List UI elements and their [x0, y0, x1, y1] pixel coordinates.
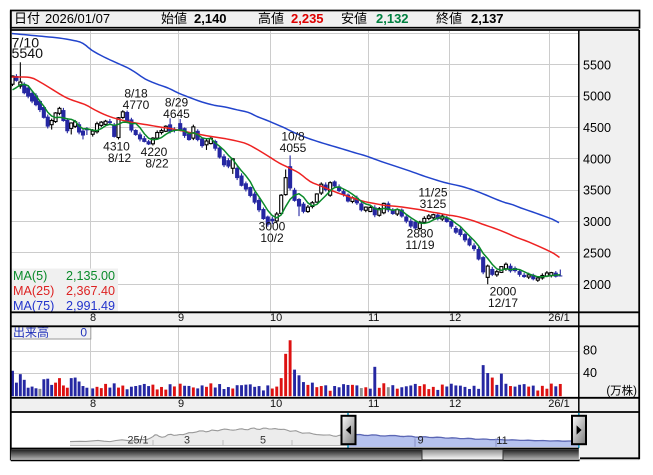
svg-text:4500: 4500	[583, 121, 611, 135]
svg-text:2,137: 2,137	[471, 11, 504, 26]
svg-text:11: 11	[368, 398, 379, 410]
svg-text:2500: 2500	[583, 246, 611, 260]
svg-text:2880: 2880	[407, 227, 434, 241]
svg-text:25/1: 25/1	[127, 435, 148, 447]
svg-text:4220: 4220	[141, 145, 168, 159]
svg-text:11: 11	[496, 435, 507, 447]
svg-text:3000: 3000	[259, 220, 286, 234]
svg-text:2000: 2000	[490, 285, 517, 299]
svg-text:4055: 4055	[280, 141, 307, 155]
svg-text:8/22: 8/22	[145, 157, 169, 171]
svg-text:9: 9	[418, 435, 424, 447]
svg-text:26/1: 26/1	[548, 312, 569, 324]
svg-text:(万株): (万株)	[606, 384, 637, 398]
svg-text:12/17: 12/17	[488, 296, 518, 310]
svg-text:9: 9	[178, 398, 184, 410]
svg-text:4645: 4645	[163, 107, 190, 121]
svg-text:7/10: 7/10	[12, 35, 40, 51]
svg-text:2,235: 2,235	[291, 11, 324, 26]
svg-text:5500: 5500	[583, 58, 611, 72]
svg-text:始値: 始値	[161, 11, 187, 26]
svg-text:10: 10	[270, 312, 282, 324]
svg-text:5: 5	[260, 435, 266, 447]
svg-text:高値: 高値	[258, 11, 284, 26]
svg-text:2000: 2000	[583, 278, 611, 292]
svg-text:80: 80	[583, 344, 597, 358]
svg-text:MA(5): MA(5)	[13, 269, 47, 283]
svg-text:8/29: 8/29	[165, 96, 189, 110]
svg-text:安値: 安値	[341, 11, 367, 26]
svg-text:8: 8	[90, 398, 96, 410]
svg-text:2026/01/07: 2026/01/07	[45, 11, 110, 26]
svg-text:3: 3	[184, 435, 190, 447]
svg-text:12: 12	[449, 312, 461, 324]
svg-text:12: 12	[449, 398, 461, 410]
svg-text:出来高: 出来高	[13, 325, 49, 340]
svg-text:5540: 5540	[12, 46, 44, 62]
svg-text:日付: 日付	[14, 11, 40, 26]
svg-text:8/18: 8/18	[124, 87, 148, 101]
svg-text:2,132: 2,132	[376, 11, 409, 26]
svg-text:10/8: 10/8	[281, 130, 305, 144]
svg-text:2,991.49: 2,991.49	[66, 299, 115, 313]
svg-text:26/1: 26/1	[548, 398, 569, 410]
svg-text:11/19: 11/19	[405, 238, 434, 252]
svg-text:0: 0	[80, 326, 87, 340]
svg-text:4000: 4000	[583, 152, 611, 166]
svg-text:4310: 4310	[103, 140, 130, 154]
svg-text:終値: 終値	[436, 11, 462, 26]
svg-text:MA(25): MA(25)	[13, 284, 54, 298]
svg-text:2,367.40: 2,367.40	[66, 284, 115, 298]
svg-text:11: 11	[368, 312, 379, 324]
svg-text:2,140: 2,140	[194, 11, 227, 26]
svg-text:8: 8	[90, 312, 96, 324]
svg-text:5000: 5000	[583, 90, 611, 104]
svg-text:3000: 3000	[583, 215, 611, 229]
svg-text:2,135.00: 2,135.00	[66, 269, 115, 283]
svg-text:3125: 3125	[420, 197, 447, 211]
svg-text:10: 10	[270, 398, 282, 410]
svg-text:MA(75): MA(75)	[13, 299, 54, 313]
svg-text:3500: 3500	[583, 184, 611, 198]
svg-text:10/2: 10/2	[260, 231, 284, 245]
svg-text:40: 40	[583, 366, 597, 380]
svg-text:11/25: 11/25	[418, 186, 447, 200]
svg-text:8/12: 8/12	[108, 151, 132, 165]
svg-text:9: 9	[178, 312, 184, 324]
svg-text:4770: 4770	[123, 98, 150, 112]
